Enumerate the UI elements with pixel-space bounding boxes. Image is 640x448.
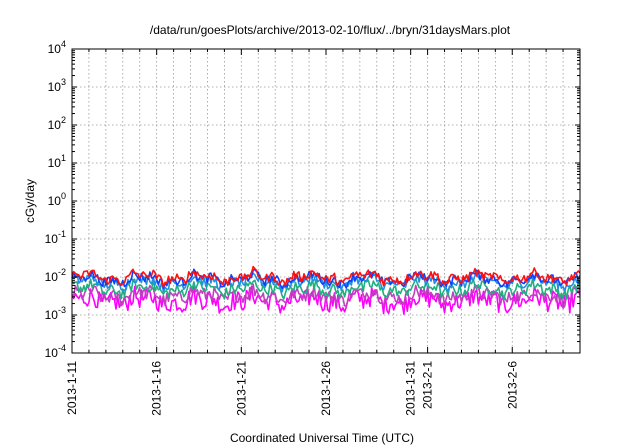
series-line [71,283,581,309]
series-group [71,265,581,315]
y-tick-label: 103 [48,77,66,94]
y-tick-label: 102 [48,115,66,132]
x-tick-label: 2013-1-26 [319,361,333,416]
x-tick-label: 2013-1-21 [234,361,248,416]
y-tick-label: 104 [48,39,66,56]
grid [72,49,580,353]
y-tick-label: 100 [48,191,66,208]
x-tick-label: 2013-2-6 [505,361,519,409]
y-tick-label: 101 [48,153,66,170]
y-tick-label: 10-3 [45,305,66,322]
y-axis-label: cGy/day [23,179,37,223]
x-tick-label: 2013-1-31 [404,361,418,416]
y-tick-label: 10-1 [45,229,66,246]
x-axis: 2013-1-11 2013-1-16 2013-1-21 2013-1-26 2013… [65,49,581,416]
y-tick-label: 10-4 [45,343,66,360]
x-axis-label: Coordinated Universal Time (UTC) [230,431,414,445]
y-tick-label: 10-2 [45,267,66,284]
chart-title: /data/run/goesPlots/archive/2013-02-10/f… [150,23,511,37]
x-tick-label: 2013-1-16 [150,361,164,416]
x-tick-label: 2013-1-11 [65,361,79,415]
series-line [71,277,581,301]
x-tick-label: 2013-2-1 [421,361,435,409]
series-line [71,265,581,288]
y-axis: 10-4 10-3 10-2 10-1 100 101 102 103 104 [45,39,580,360]
